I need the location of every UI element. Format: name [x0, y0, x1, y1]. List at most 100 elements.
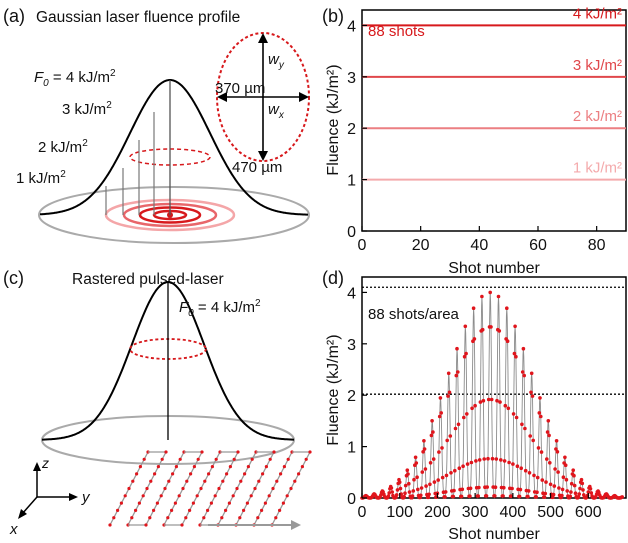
- x-axis-arrow-icon: [18, 509, 27, 519]
- x-axis-line: [21, 496, 38, 515]
- x-tick-label: 80: [588, 237, 606, 254]
- raster-shot-dot: [152, 508, 156, 512]
- raster-shot-dot: [250, 457, 254, 461]
- wx-label: wx: [268, 101, 285, 121]
- wx-arrow-right-icon: [299, 92, 309, 102]
- raster-shot-dot: [308, 450, 312, 454]
- data-point: [620, 495, 624, 499]
- y-tick-label: 2: [347, 388, 356, 405]
- data-point: [522, 373, 526, 378]
- data-point: [462, 415, 466, 420]
- wy-arrow-top-icon: [258, 33, 268, 43]
- data-point: [530, 394, 535, 398]
- data-point: [455, 346, 459, 351]
- data-point: [517, 494, 522, 499]
- data-point: [465, 412, 469, 416]
- raster-shot-dot: [160, 457, 164, 461]
- y-tick-label: 0: [347, 224, 356, 241]
- data-point: [486, 397, 491, 402]
- data-point: [502, 459, 507, 463]
- xlabel-d: Shot number: [448, 526, 540, 543]
- data-point: [429, 433, 434, 438]
- data-point: [424, 484, 428, 488]
- data-point: [461, 464, 465, 469]
- panel-b-label: (b): [322, 6, 344, 26]
- data-point: [446, 371, 451, 376]
- data-point: [540, 478, 545, 482]
- data-point: [414, 461, 419, 465]
- raster-shot-dot: [108, 523, 112, 527]
- data-point: [568, 494, 572, 499]
- data-point: [561, 475, 566, 480]
- wy-label: wy: [268, 51, 285, 71]
- raster-shot-dot: [267, 494, 271, 498]
- annotation-b: 88 shots: [368, 23, 425, 40]
- data-point: [536, 446, 541, 450]
- data-point: [432, 480, 437, 484]
- raster-shot-dot: [130, 516, 134, 520]
- x-tick-label: 300: [462, 504, 489, 521]
- data-point: [431, 430, 435, 434]
- data-point: [586, 490, 591, 494]
- data-point: [513, 324, 517, 329]
- raster-scan-pattern: [108, 450, 312, 527]
- raster-shot-dot: [263, 501, 267, 505]
- panel-c-label: (c): [3, 268, 24, 288]
- data-point: [572, 473, 576, 478]
- data-point: [520, 370, 525, 374]
- data-point: [499, 458, 503, 462]
- raster-shot-dot: [189, 472, 193, 476]
- panel-a: (a) Gaussian laser fluence profile F0 = …: [3, 6, 310, 244]
- data-point: [503, 403, 508, 408]
- raster-shot-dot: [246, 465, 250, 469]
- raster-shot-dot: [138, 465, 142, 469]
- raster-shot-dot: [135, 472, 139, 476]
- data-point: [589, 491, 594, 495]
- raster-shot-dot: [180, 523, 184, 527]
- ylabel-d: Fluence (kJ/m²): [325, 334, 342, 445]
- data-point: [410, 494, 415, 498]
- f0-label-c: F0 = 4 kJ/m2: [179, 298, 261, 319]
- fwhm-dashed-ellipse: [129, 148, 211, 166]
- data-point: [576, 495, 581, 499]
- data-point: [537, 411, 542, 415]
- x-tick-label: 400: [500, 504, 527, 521]
- data-point: [476, 494, 481, 498]
- raster-shot-dot: [171, 472, 175, 476]
- panel-c: (c) Rastered pulsed-laser F0 = 4 kJ/m2 z…: [3, 268, 312, 538]
- raster-shot-dot: [260, 508, 264, 512]
- data-point: [428, 461, 433, 465]
- raster-shot-dot: [225, 472, 229, 476]
- raster-shot-dot: [148, 516, 152, 520]
- data-point: [554, 447, 558, 451]
- data-point: [390, 490, 395, 494]
- data-point: [469, 460, 474, 465]
- data-point: [494, 457, 499, 461]
- raster-shot-dot: [275, 479, 279, 483]
- data-point: [518, 487, 523, 492]
- data-point: [542, 495, 547, 499]
- raster-shot-dot: [217, 486, 221, 491]
- data-point: [489, 397, 494, 402]
- data-point: [519, 466, 523, 471]
- raster-shot-dot: [188, 508, 192, 512]
- data-point: [529, 371, 534, 376]
- raster-shot-dot: [127, 486, 131, 491]
- data-point: [543, 491, 548, 496]
- data-point: [443, 495, 447, 499]
- raster-shot-dot: [257, 479, 261, 483]
- data-point: [447, 390, 452, 395]
- x-tick-label: 200: [424, 504, 451, 521]
- data-point: [412, 477, 416, 482]
- data-point: [389, 486, 394, 490]
- data-point: [520, 422, 524, 427]
- data-point: [531, 438, 535, 443]
- data-point: [497, 329, 502, 333]
- raster-shot-dot: [232, 457, 236, 461]
- data-point: [486, 456, 490, 461]
- data-point: [453, 468, 457, 473]
- raster-shot-dot: [142, 457, 146, 461]
- data-point: [511, 462, 515, 466]
- data-point: [464, 351, 468, 356]
- data-point: [556, 470, 560, 474]
